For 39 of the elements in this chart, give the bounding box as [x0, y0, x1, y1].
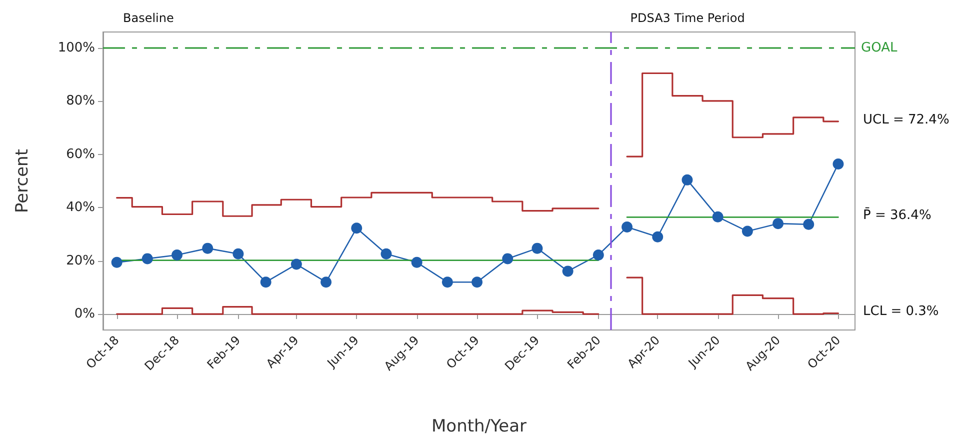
y-tick-label: 0%: [74, 306, 95, 322]
point: [652, 231, 664, 242]
point: [832, 158, 844, 170]
text: PDSA3 Time Period: [630, 11, 745, 25]
point: [622, 222, 633, 233]
annotation: P̄ = 36.4%: [863, 206, 932, 224]
point: [111, 256, 122, 268]
point: [502, 253, 514, 264]
point: [260, 276, 272, 288]
point: [351, 222, 362, 234]
point: [712, 211, 724, 222]
y-tick-label: 40%: [66, 200, 95, 216]
point: [803, 218, 814, 230]
y-tick-label: 100%: [58, 40, 95, 56]
point: [202, 242, 214, 254]
annotation: UCL = 72.4%: [863, 112, 950, 128]
point: [562, 266, 574, 277]
text: Baseline: [123, 11, 174, 25]
annotation: LCL = 0.3%: [863, 304, 939, 320]
y-tick-label: 20%: [66, 253, 95, 268]
point: [290, 258, 302, 270]
point: [682, 174, 693, 186]
point: [772, 218, 784, 230]
point: [472, 276, 483, 288]
point: [442, 276, 453, 288]
ref-line-label: GOAL: [861, 40, 898, 56]
y-tick-label: 80%: [66, 94, 95, 109]
y-tick-label: 60%: [66, 146, 95, 162]
point: [320, 276, 332, 288]
point: [380, 248, 392, 260]
point: [742, 226, 753, 237]
point: [411, 256, 422, 268]
point: [142, 253, 153, 264]
point: [592, 249, 604, 260]
x-axis-title: Month/Year: [431, 416, 527, 436]
point: [172, 249, 183, 260]
y-axis-title: Percent: [12, 148, 32, 213]
point: [232, 248, 244, 260]
point: [532, 242, 543, 254]
